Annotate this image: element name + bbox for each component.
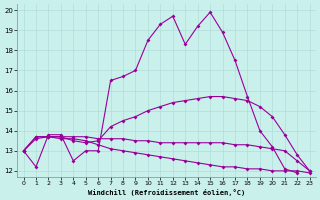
X-axis label: Windchill (Refroidissement éolien,°C): Windchill (Refroidissement éolien,°C) bbox=[88, 189, 245, 196]
